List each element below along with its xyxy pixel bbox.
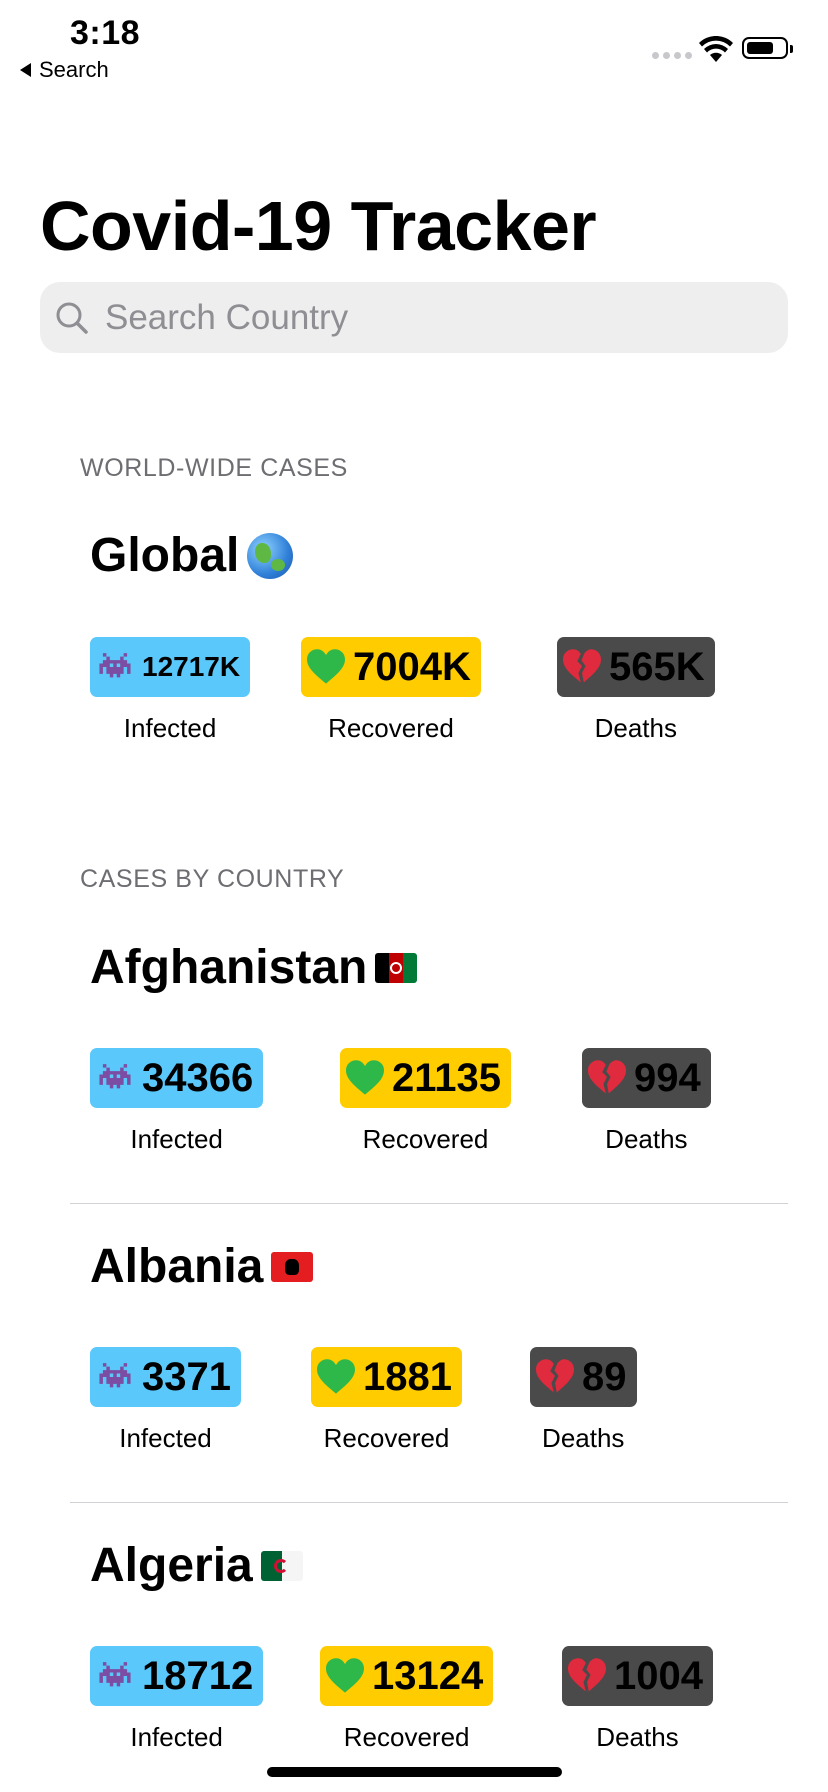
recovered-label: Recovered <box>343 1722 470 1752</box>
infected-value: 18712 <box>142 1653 254 1698</box>
recovered-badge: 13124 <box>320 1646 494 1706</box>
row-divider <box>70 1502 788 1503</box>
wifi-icon <box>699 36 733 62</box>
recovered-label: Recovered <box>362 1124 489 1154</box>
recovered-badge: 1881 <box>311 1347 462 1407</box>
country-name-global: Global <box>90 528 294 583</box>
search-icon <box>56 302 88 334</box>
country-row-albania[interactable]: Albania <box>90 1239 314 1294</box>
infected-value: 3371 <box>142 1354 231 1399</box>
stat-recovered-albania: 1881 Recovered <box>311 1347 462 1454</box>
section-header-worldwide: WORLD-WIDE CASES <box>80 454 348 482</box>
stat-infected-algeria: 18712 Infected <box>90 1646 264 1753</box>
alien-monster-icon <box>99 1363 131 1388</box>
stat-recovered-global: 7004K Recovered <box>301 637 481 744</box>
deaths-value: 1004 <box>614 1653 703 1698</box>
section-header-countries: CASES BY COUNTRY <box>80 865 345 893</box>
cellular-signal-icon <box>652 52 692 59</box>
stat-infected-albania: 3371 Infected <box>90 1347 241 1454</box>
infected-label: Infected <box>123 713 217 743</box>
alien-monster-icon <box>99 1662 131 1687</box>
green-heart-icon <box>346 1060 384 1095</box>
infected-label: Infected <box>119 1423 212 1453</box>
country-row-algeria[interactable]: Algeria <box>90 1538 303 1593</box>
back-to-search-link[interactable]: Search <box>20 57 109 83</box>
recovered-value: 7004K <box>353 644 471 689</box>
recovered-value: 21135 <box>392 1055 502 1100</box>
afghanistan-flag-icon <box>375 952 418 983</box>
stat-infected-global: 12717K Infected <box>90 637 251 744</box>
infected-value: 12717K <box>142 651 241 682</box>
country-row-afghanistan[interactable]: Afghanistan <box>90 940 418 995</box>
broken-heart-icon <box>536 1359 574 1393</box>
green-heart-icon <box>307 649 345 684</box>
infected-badge: 34366 <box>90 1048 264 1108</box>
infected-label: Infected <box>130 1124 223 1154</box>
infected-badge: 18712 <box>90 1646 264 1706</box>
deaths-badge: 565K <box>557 637 715 697</box>
alien-monster-icon <box>99 653 131 678</box>
recovered-label: Recovered <box>323 1423 450 1453</box>
status-time: 3:18 <box>70 14 141 52</box>
home-indicator[interactable] <box>267 1767 562 1777</box>
deaths-value: 565K <box>609 644 705 689</box>
stat-infected-afghanistan: 34366 Infected <box>90 1048 264 1155</box>
alien-monster-icon <box>99 1064 131 1089</box>
broken-heart-icon <box>588 1060 626 1094</box>
stat-deaths-afghanistan: 994 Deaths <box>582 1048 711 1155</box>
infected-badge: 12717K <box>90 637 251 697</box>
back-label: Search <box>39 57 109 82</box>
deaths-badge: 1004 <box>562 1646 713 1706</box>
country-name: Albania <box>90 1240 264 1293</box>
deaths-value: 89 <box>582 1354 627 1399</box>
recovered-value: 13124 <box>372 1653 484 1698</box>
stat-recovered-algeria: 13124 Recovered <box>320 1646 494 1753</box>
stat-deaths-albania: 89 Deaths <box>530 1347 637 1454</box>
row-divider <box>70 1203 788 1204</box>
search-input[interactable]: Search Country <box>40 282 788 353</box>
recovered-badge: 21135 <box>340 1048 512 1108</box>
global-label: Global <box>90 529 240 582</box>
stat-deaths-global: 565K Deaths <box>557 637 715 744</box>
deaths-label: Deaths <box>594 713 677 743</box>
green-heart-icon <box>317 1359 355 1394</box>
infected-badge: 3371 <box>90 1347 241 1407</box>
deaths-label: Deaths <box>605 1124 688 1154</box>
page-title: Covid-19 Tracker <box>40 187 597 265</box>
globe-icon <box>247 532 294 579</box>
back-arrow-icon <box>20 63 31 77</box>
stat-recovered-afghanistan: 21135 Recovered <box>340 1048 512 1155</box>
deaths-badge: 89 <box>530 1347 637 1407</box>
recovered-value: 1881 <box>363 1354 452 1399</box>
recovered-badge: 7004K <box>301 637 481 697</box>
country-name: Algeria <box>90 1539 253 1592</box>
deaths-label: Deaths <box>596 1722 679 1752</box>
broken-heart-icon <box>568 1658 606 1692</box>
deaths-badge: 994 <box>582 1048 711 1108</box>
recovered-label: Recovered <box>328 713 454 743</box>
deaths-value: 994 <box>634 1055 701 1100</box>
battery-icon <box>742 37 793 59</box>
deaths-label: Deaths <box>542 1423 625 1453</box>
algeria-flag-icon <box>260 1550 303 1581</box>
stat-deaths-algeria: 1004 Deaths <box>562 1646 713 1753</box>
country-name: Afghanistan <box>90 941 368 994</box>
albania-flag-icon <box>271 1251 314 1282</box>
infected-value: 34366 <box>142 1055 254 1100</box>
search-placeholder: Search Country <box>105 297 349 337</box>
infected-label: Infected <box>130 1722 223 1752</box>
green-heart-icon <box>326 1658 364 1693</box>
broken-heart-icon <box>563 649 601 683</box>
